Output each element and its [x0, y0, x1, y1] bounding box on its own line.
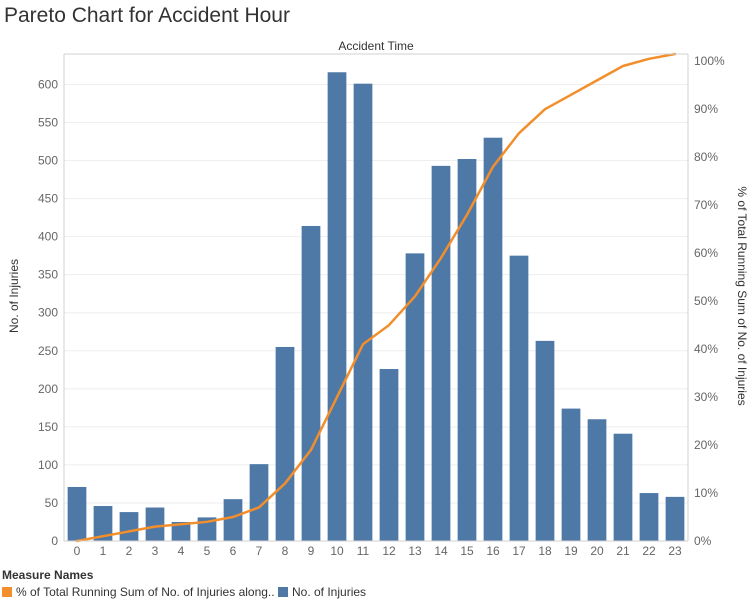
y2-tick-label: 70%: [694, 198, 718, 212]
y2-tick-label: 10%: [694, 486, 718, 500]
y-tick-label: 200: [38, 382, 58, 396]
y-tick-label: 100: [38, 458, 58, 472]
y2-tick-label: 30%: [694, 390, 718, 404]
bar: [457, 159, 477, 541]
x-tick-label: 14: [434, 544, 448, 558]
bar: [301, 225, 321, 542]
y2-tick-label: 90%: [694, 102, 718, 116]
bar: [275, 346, 295, 541]
x-tick-label: 7: [256, 544, 263, 558]
x-tick-label: 19: [564, 544, 578, 558]
x-tick-label: 3: [152, 544, 159, 558]
x-tick-label: 0: [74, 544, 81, 558]
bar: [509, 255, 529, 541]
y-tick-label: 550: [38, 115, 58, 129]
x-tick-label: 17: [512, 544, 526, 558]
bar: [405, 253, 425, 541]
bar: [431, 165, 451, 541]
x-tick-label: 2: [126, 544, 133, 558]
bar: [171, 521, 191, 541]
x-tick-label: 1: [100, 544, 107, 558]
bar: [145, 507, 165, 541]
bar: [613, 433, 633, 541]
y2-tick-label: 40%: [694, 342, 718, 356]
bar: [483, 137, 503, 541]
x-tick-label: 16: [486, 544, 500, 558]
bar: [665, 496, 685, 541]
y2-tick-label: 50%: [694, 294, 718, 308]
x-tick-label: 8: [282, 544, 289, 558]
running-percent-line: [75, 52, 677, 543]
bar: [379, 369, 399, 541]
bar: [535, 340, 555, 541]
y-tick-label: 500: [38, 154, 58, 168]
y-tick-label: 250: [38, 344, 58, 358]
bar: [587, 419, 607, 541]
x-tick-label: 22: [642, 544, 656, 558]
y2-axis-title: % of Total Running Sum of No. of Injurie…: [735, 186, 749, 405]
legend-label: No. of Injuries: [292, 585, 367, 599]
y-tick-label: 150: [38, 420, 58, 434]
bar: [353, 83, 373, 541]
bar: [561, 408, 581, 541]
y2-tick-label: 80%: [694, 150, 718, 164]
y-tick-label: 0: [51, 534, 58, 548]
y-tick-label: 350: [38, 268, 58, 282]
bar: [67, 486, 87, 541]
y2-tick-label: 0%: [694, 534, 712, 548]
bar-series: [67, 72, 685, 542]
x-tick-label: 6: [230, 544, 237, 558]
x-tick-label: 4: [178, 544, 185, 558]
y2-tick-label: 100%: [694, 54, 725, 68]
chart-title: Pareto Chart for Accident Hour: [4, 4, 290, 27]
bar: [327, 72, 347, 541]
gridlines: [64, 83, 688, 542]
x-tick-label: 23: [668, 544, 682, 558]
y-axis-title: No. of Injuries: [7, 259, 21, 333]
x-tick-label: 10: [330, 544, 344, 558]
x-tick-label: 12: [382, 544, 396, 558]
bar: [119, 512, 139, 541]
y2-tick-label: 60%: [694, 246, 718, 260]
y-tick-label: 450: [38, 192, 58, 206]
y-tick-label: 50: [45, 496, 59, 510]
legend-swatch-orange: [2, 587, 12, 597]
bar: [249, 464, 269, 541]
bar: [93, 505, 113, 541]
x-tick-label: 5: [204, 544, 211, 558]
x-axis-title: Accident Time: [338, 39, 414, 53]
line-series: [75, 52, 677, 543]
legend-swatch-blue: [278, 587, 288, 597]
y-tick-label: 600: [38, 77, 58, 91]
y-tick-label: 300: [38, 306, 58, 320]
legend-title: Measure Names: [2, 568, 94, 582]
legend-item-running-pct[interactable]: % of Total Running Sum of No. of Injurie…: [2, 585, 275, 599]
bar: [223, 499, 243, 541]
x-tick-label: 15: [460, 544, 474, 558]
axes: 0501001502002503003504004505005506000%10…: [38, 53, 725, 558]
y2-tick-label: 20%: [694, 438, 718, 452]
y-tick-label: 400: [38, 230, 58, 244]
x-tick-label: 13: [408, 544, 422, 558]
bar: [639, 493, 659, 541]
x-tick-label: 21: [616, 544, 630, 558]
x-tick-label: 18: [538, 544, 552, 558]
legend-label: % of Total Running Sum of No. of Injurie…: [16, 585, 275, 599]
x-tick-label: 11: [357, 544, 370, 558]
x-tick-label: 9: [308, 544, 315, 558]
legend-item-injuries[interactable]: No. of Injuries: [278, 585, 366, 599]
x-tick-label: 20: [590, 544, 604, 558]
